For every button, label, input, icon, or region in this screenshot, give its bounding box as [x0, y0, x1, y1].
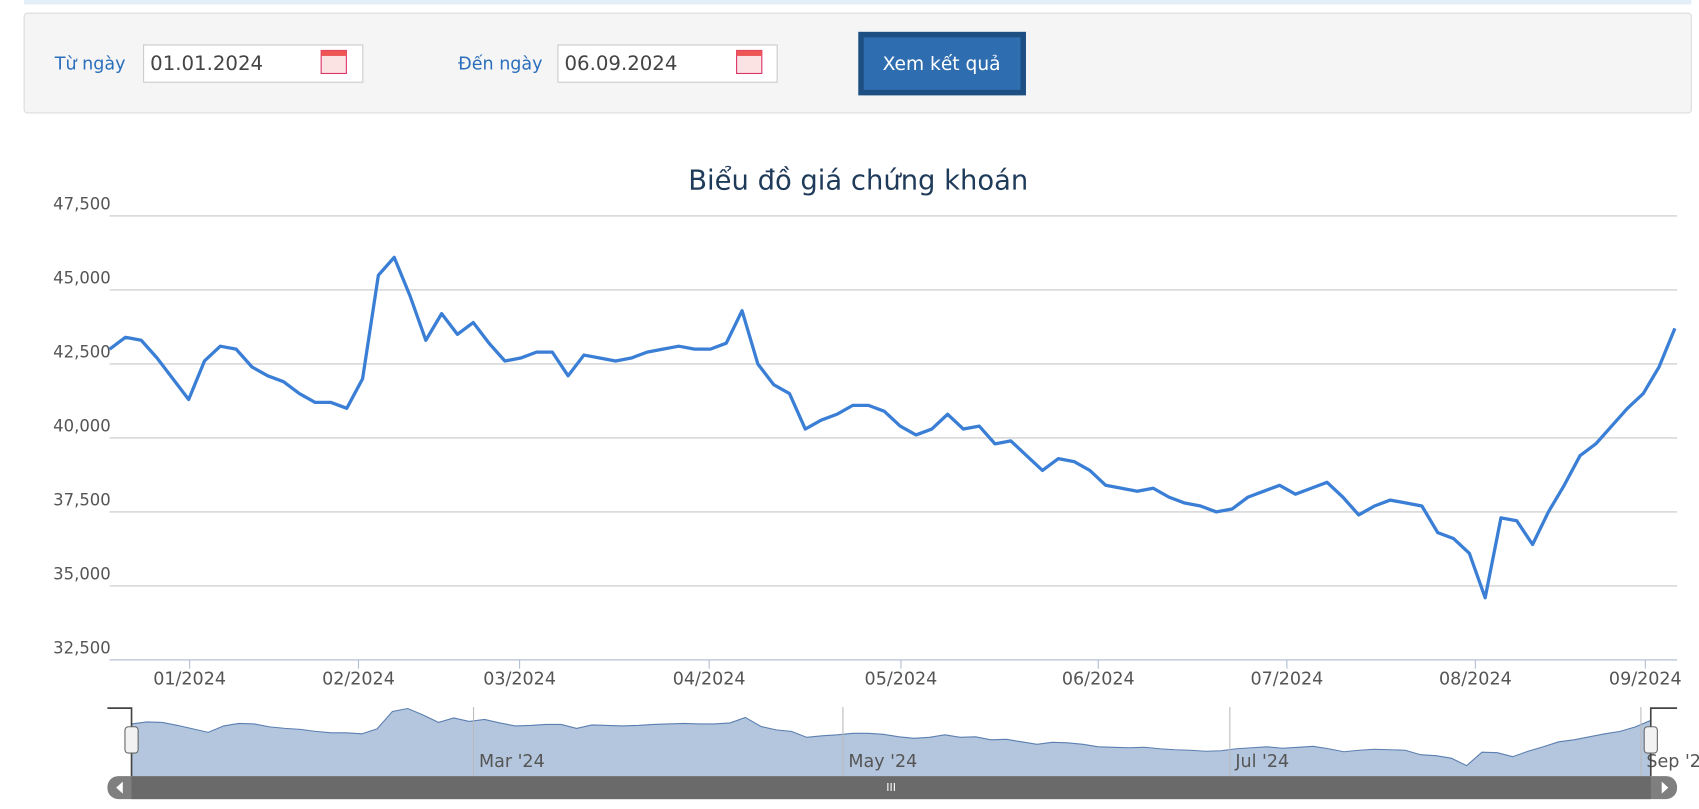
calendar-top	[736, 50, 762, 56]
y-tick-label: 45,000	[53, 268, 111, 287]
y-tick-label: 37,500	[53, 490, 111, 509]
scrollbar-grip: III	[886, 781, 896, 794]
navigator-label: May '24	[848, 752, 917, 772]
y-tick-label: 47,500	[53, 195, 111, 214]
navigator-handle[interactable]	[124, 726, 139, 754]
submit-label[interactable]: Xem kết quả	[883, 53, 1001, 75]
y-tick-label: 42,500	[53, 342, 111, 361]
navigator-label: Sep '2	[1646, 752, 1699, 772]
y-tick-label: 32,500	[53, 638, 111, 657]
plot: 32,500 35,000 37,500 40,000 42,500 45,000 47,5…	[53, 195, 1682, 690]
x-tick-label: 04/2024	[673, 670, 746, 690]
top-strip	[24, 0, 1692, 5]
x-tick-label: 02/2024	[322, 670, 395, 690]
calendar-icon[interactable]	[736, 49, 763, 75]
x-tick-label: 03/2024	[483, 670, 556, 690]
navigator-line	[131, 707, 1651, 767]
y-tick-label: 35,000	[53, 564, 111, 583]
price-line	[108, 255, 1677, 600]
navigator-label: Jul '24	[1234, 752, 1289, 772]
scrollbar-thumb[interactable]	[131, 776, 1651, 800]
x-tick-label: 09/2024	[1609, 670, 1682, 690]
scroll-arrow[interactable]	[1661, 781, 1669, 794]
navigator-handle[interactable]	[1643, 726, 1658, 754]
navigator: III Mar '24 May '24 Jul '24 Sep '2	[107, 707, 1699, 800]
x-tick-label: 01/2024	[153, 670, 226, 690]
calendar-top	[321, 50, 347, 56]
calendar-icon[interactable]	[320, 49, 347, 75]
navigator-label: Mar '24	[479, 752, 545, 772]
x-tick-label: 07/2024	[1251, 670, 1324, 690]
y-tick-label: 40,000	[53, 416, 111, 435]
chart-title: Biểu đồ giá chứng khoán	[688, 165, 1028, 196]
to-value[interactable]: 06.09.2024	[565, 52, 678, 75]
from-label: Từ ngày	[54, 55, 126, 75]
x-tick-label: 05/2024	[865, 670, 938, 690]
from-value[interactable]: 01.01.2024	[150, 52, 263, 75]
x-tick-label: 08/2024	[1439, 670, 1512, 690]
filter-panel	[23, 12, 1692, 114]
x-tick-label: 06/2024	[1062, 670, 1135, 690]
scroll-arrow[interactable]	[116, 781, 123, 794]
to-label: Đến ngày	[458, 54, 542, 75]
submit-button-face[interactable]	[863, 37, 1021, 90]
